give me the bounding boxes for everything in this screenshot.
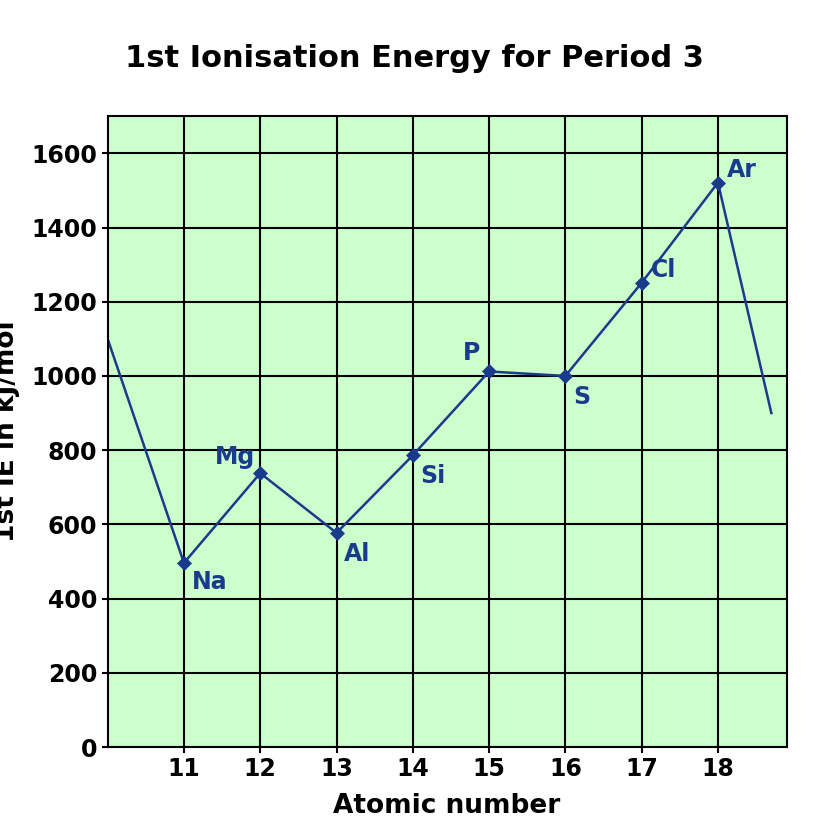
Text: Mg: Mg [214,445,255,469]
Text: P: P [461,341,479,365]
Text: Al: Al [344,542,370,566]
X-axis label: Atomic number: Atomic number [333,793,560,818]
Text: Si: Si [420,464,445,488]
Y-axis label: 1st IE in kJ/mol: 1st IE in kJ/mol [0,320,20,543]
Text: S: S [572,385,590,408]
Text: 1st Ionisation Energy for Period 3: 1st Ionisation Energy for Period 3 [124,44,703,72]
Text: Na: Na [191,570,227,594]
Text: Cl: Cl [650,258,676,282]
Text: Ar: Ar [726,158,756,182]
